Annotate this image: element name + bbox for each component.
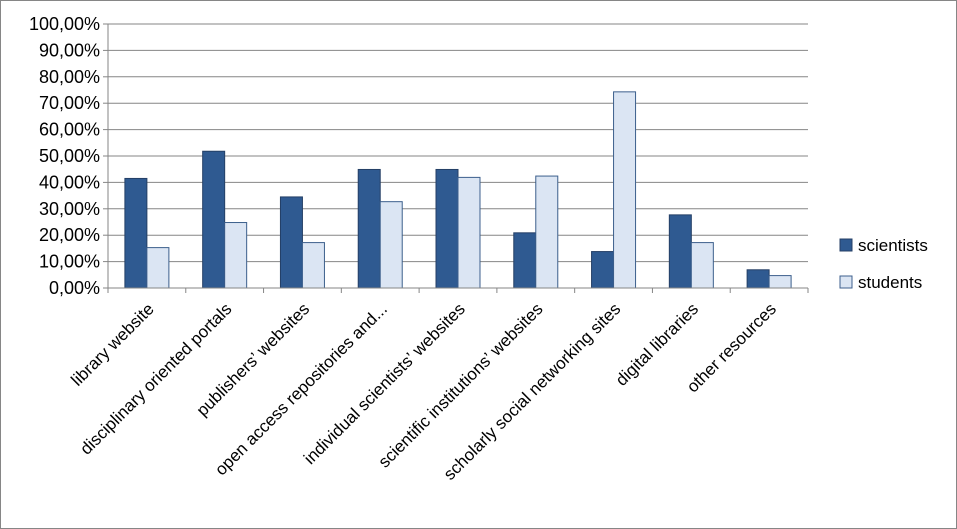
x-tick-label: open access repositories and... xyxy=(211,299,391,479)
x-tick-label: disciplinary oriented portals xyxy=(76,299,235,458)
y-tick-label: 0,00% xyxy=(49,278,100,298)
legend-swatch-scientists xyxy=(839,238,853,252)
bars xyxy=(124,91,792,289)
y-tick-label: 20,00% xyxy=(39,225,100,245)
bar-students xyxy=(768,275,792,289)
bar-students xyxy=(301,242,325,289)
bar-students xyxy=(535,175,559,289)
x-tick-label: individual scientists’ websites xyxy=(300,299,469,468)
y-tick-label: 50,00% xyxy=(39,146,100,166)
y-tick-label: 60,00% xyxy=(39,120,100,140)
y-tick-label: 70,00% xyxy=(39,93,100,113)
legend-label-scientists: scientists xyxy=(858,236,928,255)
bar-scientists xyxy=(591,251,615,289)
y-tick-label: 10,00% xyxy=(39,252,100,272)
y-tick-label: 40,00% xyxy=(39,172,100,192)
y-tick-label: 30,00% xyxy=(39,199,100,219)
bar-students xyxy=(690,242,714,289)
bar-scientists xyxy=(202,150,226,289)
bar-students xyxy=(146,247,170,289)
axes xyxy=(107,24,809,293)
x-tick-label: scientific institutions’ websites xyxy=(375,299,547,471)
bar-students xyxy=(457,176,481,289)
bar-scientists xyxy=(746,269,770,289)
bar-scientists xyxy=(668,214,692,289)
bar-students xyxy=(224,222,248,289)
bar-scientists xyxy=(357,168,381,289)
y-tick-label: 80,00% xyxy=(39,67,100,87)
bar-students xyxy=(379,201,403,289)
y-axis-ticks: 0,00% 10,00% 20,00% 30,00% 40,00% 50,00% 60,00… xyxy=(29,14,108,298)
legend-label-students: students xyxy=(858,273,922,292)
legend-swatch-students xyxy=(839,275,853,289)
legend: scientists students xyxy=(839,236,928,292)
bar-scientists xyxy=(435,168,459,289)
y-tick-label: 100,00% xyxy=(29,14,100,34)
bar-scientists xyxy=(279,196,303,289)
bar-students xyxy=(613,91,637,289)
bar-scientists xyxy=(513,232,537,289)
y-tick-label: 90,00% xyxy=(39,40,100,60)
bar-scientists xyxy=(124,177,148,289)
